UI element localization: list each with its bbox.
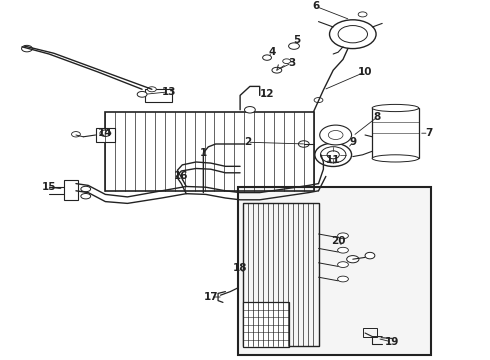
Bar [363,328,377,337]
Text: 15: 15 [42,182,56,192]
Text: 5: 5 [293,35,300,45]
Text: 4: 4 [268,47,276,57]
Text: 9: 9 [349,137,356,147]
Ellipse shape [147,87,156,92]
Ellipse shape [365,252,375,259]
Ellipse shape [22,45,32,52]
Text: 11: 11 [326,155,341,165]
Ellipse shape [245,107,255,113]
Bar [105,112,314,191]
Bar [238,187,431,355]
Ellipse shape [81,194,91,199]
Ellipse shape [372,104,419,112]
Ellipse shape [314,98,323,103]
Text: 17: 17 [203,292,218,302]
Bar [145,89,171,102]
Ellipse shape [137,91,147,97]
Ellipse shape [320,147,346,163]
Bar [243,302,289,347]
Text: 13: 13 [162,87,176,97]
Text: 19: 19 [385,337,399,347]
Ellipse shape [283,59,291,63]
Ellipse shape [338,262,348,267]
Ellipse shape [263,55,271,60]
Text: 8: 8 [374,112,381,122]
Ellipse shape [327,151,340,159]
Ellipse shape [358,12,367,17]
Bar [64,180,78,200]
Ellipse shape [81,186,91,192]
Text: 2: 2 [244,137,251,147]
Ellipse shape [289,43,299,49]
Ellipse shape [347,256,359,263]
Ellipse shape [72,132,80,137]
Ellipse shape [298,141,309,147]
Ellipse shape [330,20,376,49]
Text: 18: 18 [233,263,247,273]
Text: 20: 20 [331,236,345,246]
Ellipse shape [338,26,368,43]
Text: 6: 6 [313,1,319,12]
Ellipse shape [338,276,348,282]
Text: 7: 7 [425,128,433,138]
Text: 10: 10 [358,67,372,77]
Ellipse shape [338,233,348,239]
Ellipse shape [320,125,352,145]
Text: 14: 14 [98,128,113,138]
Ellipse shape [100,130,111,136]
Ellipse shape [372,155,419,162]
Bar [243,203,318,346]
Text: 12: 12 [260,89,274,99]
Text: 16: 16 [174,171,189,181]
Bar [372,108,419,158]
Ellipse shape [328,130,343,139]
Bar [96,128,115,142]
Text: 3: 3 [288,58,295,68]
Text: 1: 1 [200,148,207,158]
Ellipse shape [272,67,282,73]
Ellipse shape [338,247,348,253]
Ellipse shape [315,143,352,166]
